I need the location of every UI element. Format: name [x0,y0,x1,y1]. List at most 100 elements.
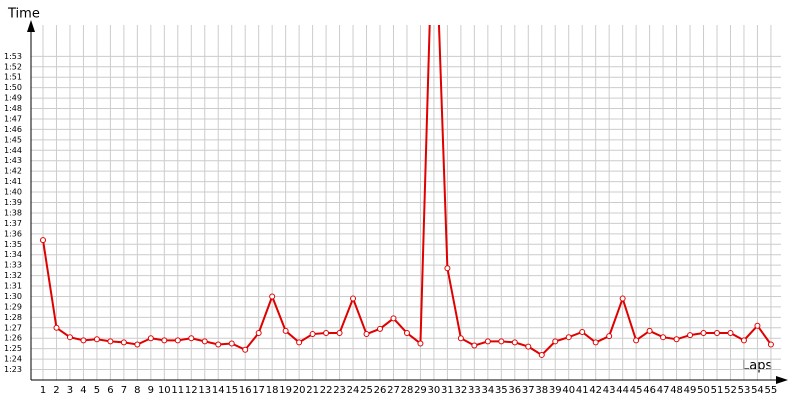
x-tick-label: 55 [765,385,778,396]
y-tick-label: 1:43 [4,156,22,165]
y-tick-label: 1:39 [4,198,22,207]
x-tick-label: 42 [589,385,602,396]
point [80,337,87,344]
x-tick-label: 53 [738,385,751,396]
y-tick-label: 1:37 [4,219,22,228]
y-tick-label: 1:31 [4,282,22,291]
point [714,330,720,337]
y-tick-label: 1:53 [4,52,22,61]
y-tick-label: 1:50 [4,83,22,92]
x-tick-label: 30 [428,385,441,396]
point [525,343,532,350]
x-tick-label: 9 [148,385,154,396]
point [687,332,694,339]
x-tick-label: 34 [481,385,494,396]
x-tick-label: 24 [347,385,360,396]
point [552,338,559,345]
x-tick-label: 5 [94,385,100,396]
y-tick-label: 1:41 [4,177,22,186]
x-tick-label: 45 [630,385,643,396]
point [444,265,451,272]
y-tick-label: 1:49 [4,94,22,103]
x-tick-label: 37 [522,385,535,396]
point [174,337,181,344]
point [498,338,505,345]
point [255,330,262,337]
y-tick-label: 1:51 [4,73,22,82]
point [565,334,572,341]
point [323,330,330,337]
point [201,338,208,345]
x-tick-label: 27 [387,385,400,396]
x-tick-label: 44 [616,385,629,396]
x-tick-label: 36 [508,385,521,396]
point [457,335,464,342]
y-axis-title: Time [7,7,40,22]
y-tick-label: 1:32 [4,271,22,280]
point [53,324,60,331]
point [377,325,383,332]
y-tick-label: 1:45 [4,135,22,144]
y-tick-label: 1:29 [4,302,22,311]
x-tick-label: 18 [266,385,279,396]
y-tick-label: 1:25 [4,344,22,353]
point [269,293,276,300]
y-tick-label: 1:30 [4,292,22,301]
x-tick-label: 51 [711,385,724,396]
point [161,337,168,344]
point [633,337,640,344]
point [727,330,734,337]
x-tick-label: 17 [252,385,265,396]
x-tick-label: 41 [576,385,589,396]
x-tick-label: 7 [121,385,127,396]
point [403,330,410,337]
point [740,337,747,344]
y-tick-label: 1:40 [4,188,22,197]
point [282,327,289,334]
x-tick-label: 3 [67,385,73,396]
point [700,330,707,337]
x-tick-label: 28 [401,385,414,396]
y-tick-label: 1:34 [4,250,22,259]
x-tick-label: 29 [414,385,427,396]
x-tick-label: 14 [212,385,225,396]
point [296,339,303,346]
y-tick-label: 1:47 [4,114,22,123]
point [66,334,73,341]
point [484,338,491,345]
point [511,339,518,346]
x-tick-label: 16 [239,385,252,396]
point [767,341,774,348]
y-axis-arrow [27,20,35,32]
point [538,351,545,358]
y-tick-label: 1:44 [4,146,22,155]
y-tick-label: 1:27 [4,323,22,332]
y-tick-label: 1:46 [4,125,22,134]
y-tick-label: 1:26 [4,334,22,343]
x-tick-label: 33 [468,385,481,396]
x-tick-label: 35 [495,385,508,396]
point [592,339,599,346]
x-tick-label: 12 [185,385,198,396]
x-tick-label: 22 [320,385,333,396]
x-tick-label: 15 [225,385,238,396]
point [417,340,424,347]
point [336,330,343,337]
y-tick-label: 1:36 [4,229,22,238]
point [215,341,222,348]
y-tick-label: 1:23 [4,365,22,374]
point [107,338,114,345]
point [40,237,46,244]
x-tick-label: 21 [306,385,319,396]
x-tick-label: 4 [80,385,86,396]
point [242,346,249,353]
point [188,335,195,342]
x-tick-label: 6 [107,385,113,396]
series [40,25,774,358]
point [390,315,397,322]
x-tick-label: 47 [657,385,670,396]
y-tick-label: 1:35 [4,240,22,249]
point [646,327,653,334]
x-axis-arrow [776,376,788,384]
